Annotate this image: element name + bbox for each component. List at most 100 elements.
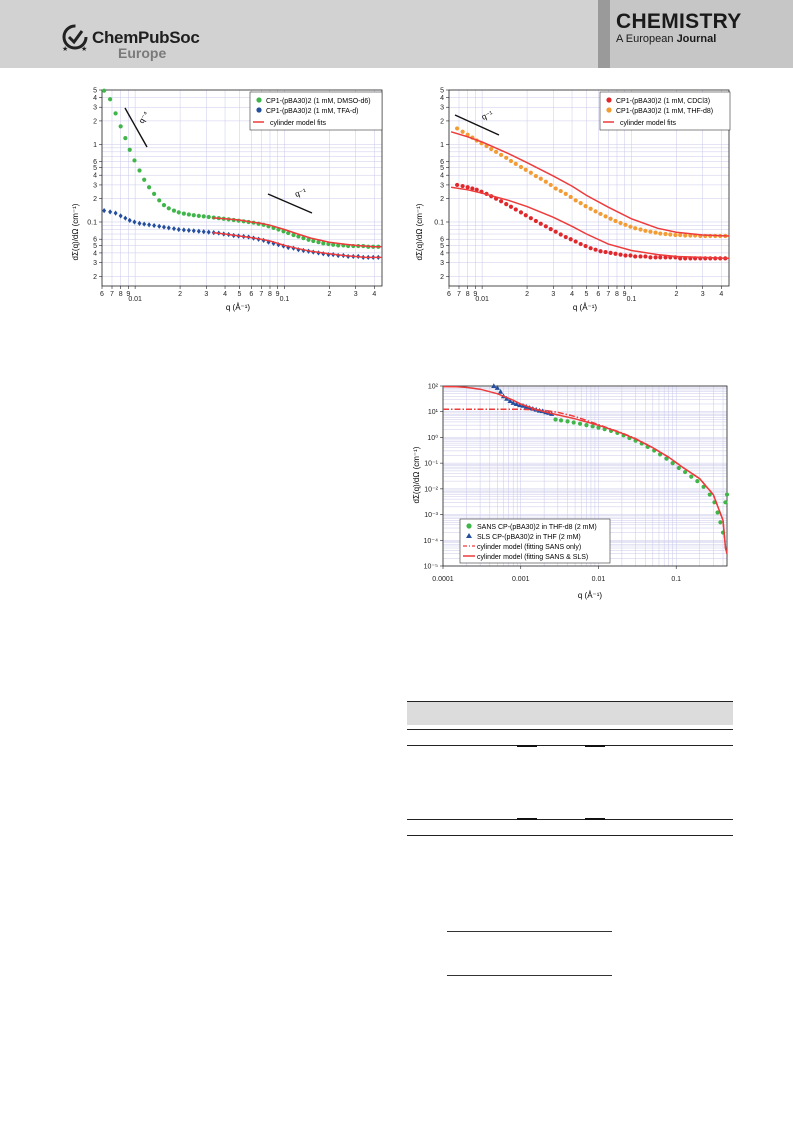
y-tick-label: 10⁻⁵	[424, 564, 438, 571]
legend-marker-blue	[256, 107, 262, 113]
y-tick-label: 2	[93, 274, 97, 281]
legend-box	[249, 91, 383, 131]
x-axis-label: q (Å⁻¹)	[573, 303, 598, 312]
data-point	[181, 211, 186, 216]
chart-sans-dmso-tfa: dΣ(q)/dΩ (cm⁻¹) q (Å⁻¹) 6 7 8 90.012 3 4 5 6 7 8 9…	[71, 88, 383, 312]
data-point	[608, 250, 613, 256]
fraction-line	[447, 931, 612, 932]
y-tick-label: 1	[93, 142, 97, 149]
x-tick-label: 6	[596, 291, 600, 298]
fit-line	[212, 217, 382, 248]
data-point	[152, 222, 157, 229]
legend-label-sans: SANS CP-(pBA30)2 in THF-d8 (2 mM)	[477, 524, 597, 531]
legend: CP1-(pBA30)2 (1 mM, CDCl3) CP1-(pBA30)2 …	[599, 91, 731, 131]
data-point	[518, 164, 524, 170]
y-tick-label: 0.1	[434, 219, 444, 226]
y-tick-label: 5	[93, 165, 97, 172]
data-point	[201, 214, 206, 219]
publisher-name: ChemPubSoc	[92, 28, 200, 47]
x-tick-label: 9	[276, 291, 280, 298]
data-point	[683, 233, 688, 238]
journal-badge	[598, 0, 793, 68]
data-point	[191, 213, 196, 218]
fit-line	[450, 186, 730, 260]
data-point	[493, 149, 499, 154]
data-point	[321, 241, 326, 246]
data-point	[127, 217, 132, 223]
legend: SANS CP-(pBA30)2 in THF-d8 (2 mM) SLS CP…	[459, 518, 611, 564]
data-point	[653, 230, 658, 235]
data-point	[499, 199, 504, 204]
data-point	[157, 223, 162, 229]
fit-line	[442, 385, 728, 554]
y-tick-label: 5	[440, 88, 444, 95]
data-point	[102, 208, 107, 214]
data-point	[578, 241, 583, 247]
svg-text:★: ★	[81, 45, 87, 52]
y-tick-label: 3	[440, 182, 444, 189]
data-point	[517, 402, 523, 408]
data-point	[578, 201, 583, 206]
data-point	[528, 216, 533, 221]
fit-line	[450, 131, 730, 237]
y-tick-label: 4	[93, 250, 97, 257]
data-point	[553, 417, 558, 422]
x-tick-label: 7	[606, 291, 610, 298]
y-tick-label: 4	[93, 95, 97, 102]
y-tick-label: 10²	[428, 384, 439, 391]
data-point	[113, 111, 118, 116]
x-tick-label: 2	[178, 291, 182, 298]
data-point	[513, 207, 518, 212]
data-point	[653, 255, 658, 260]
x-tick-label: 9	[126, 291, 130, 298]
data-point	[146, 185, 152, 190]
data-point	[196, 213, 201, 218]
data-point	[176, 226, 181, 233]
data-point	[470, 186, 475, 191]
x-tick-label: 8	[268, 291, 272, 298]
data-point	[648, 229, 653, 234]
data-point	[504, 155, 509, 160]
data-point	[161, 224, 166, 230]
data-point	[137, 220, 142, 226]
data-point	[301, 236, 306, 241]
y-tick-label: 10⁰	[427, 434, 438, 442]
legend-marker-orange	[606, 107, 612, 113]
y-tick-label: 4	[93, 173, 97, 180]
data-point	[316, 240, 321, 245]
table-rule	[407, 835, 733, 836]
data-point	[507, 398, 513, 404]
legend-label-fit: cylinder model fits	[270, 120, 327, 127]
plot-frame	[448, 89, 730, 287]
data-point	[513, 401, 520, 406]
legend-label-thf: CP1-(pBA30)2 (1 mM, THF-d8)	[616, 108, 713, 115]
legend-box	[459, 518, 611, 564]
data-point	[628, 253, 633, 258]
data-point	[171, 226, 176, 232]
data-point	[161, 202, 167, 208]
y-tick-label: 10⁻³	[424, 512, 438, 519]
y-tick-label: 3	[440, 260, 444, 267]
data-point	[206, 214, 211, 220]
data-point	[583, 204, 588, 209]
x-tick-label: 6	[100, 291, 104, 298]
y-tick-label: 2	[440, 274, 444, 281]
data-point	[491, 383, 497, 388]
data-point	[291, 232, 296, 238]
data-point	[577, 421, 583, 426]
data-point	[613, 218, 618, 224]
data-point	[166, 206, 171, 211]
chart-sans-sls-combined: dΣ(q)/dΩ (cm⁻¹) q (Å⁻¹) 0.0001 0.001 0.01 0…	[412, 383, 730, 600]
data-point	[563, 234, 568, 240]
chart-sans-cdcl3-thf: dΣ(q)/dΩ (cm⁻¹) q (Å⁻¹) 6 7 8 90.012 3 4 5 6 7 8 9…	[415, 88, 731, 312]
data-point	[538, 176, 543, 181]
y-tick-label: 2	[440, 118, 444, 125]
x-tick-label: 5	[238, 291, 242, 298]
publisher-region: Europe	[118, 45, 167, 61]
slope-label-q-1: q⁻¹	[480, 109, 494, 122]
x-axis-label: q (Å⁻¹)	[226, 303, 251, 312]
data-point	[676, 465, 681, 471]
x-tick-label: 4	[372, 291, 376, 298]
data-point	[157, 198, 162, 203]
data-point	[513, 161, 518, 166]
